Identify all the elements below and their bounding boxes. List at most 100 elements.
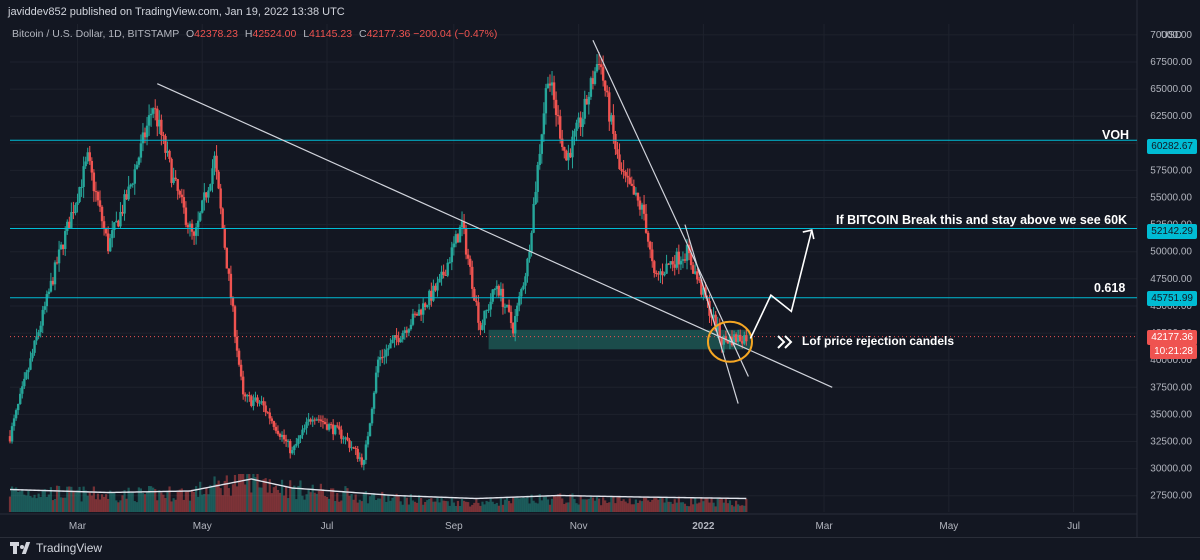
volume-bar: [704, 497, 707, 512]
volume-bar: [724, 497, 727, 512]
volume-bar: [340, 500, 343, 512]
tradingview-logo[interactable]: TradingView: [10, 541, 102, 555]
candle-body: [559, 116, 562, 139]
candle-body: [581, 118, 584, 128]
volume-bar: [448, 505, 451, 512]
volume-bar: [440, 497, 443, 512]
volume-bar: [450, 497, 453, 512]
candle-body: [123, 194, 126, 214]
volume-bar: [98, 499, 102, 512]
volume-bar: [479, 505, 482, 512]
symbol-name[interactable]: Bitcoin / U.S. Dollar, 1D, BITSTAMP: [12, 28, 180, 40]
volume-bar: [444, 500, 447, 512]
candle-body: [184, 207, 188, 225]
high-value: 42524.00: [252, 28, 297, 40]
volume-bar: [88, 492, 91, 512]
candle-body: [448, 262, 451, 264]
volume-bar: [205, 487, 208, 512]
candle-body: [217, 171, 220, 189]
volume-bar: [295, 499, 298, 512]
candle-body: [442, 271, 445, 275]
candle-body: [160, 119, 163, 135]
rejection-annotation: Lof price rejection candels: [802, 334, 955, 348]
candle-body: [352, 447, 355, 449]
volume-bar: [287, 498, 290, 512]
candle-body: [80, 186, 83, 188]
volume-bar: [387, 495, 390, 512]
candle-body: [305, 421, 308, 429]
volume-bar: [737, 504, 740, 512]
candle-body: [41, 309, 44, 326]
volume-bar: [90, 495, 93, 512]
candle-body: [82, 166, 85, 187]
candle-body: [669, 261, 672, 265]
volume-bar: [383, 495, 386, 512]
candle-body: [25, 372, 28, 379]
candle-body: [712, 314, 715, 318]
candle-body: [520, 289, 523, 297]
candle-body: [663, 273, 666, 276]
volume-bar: [207, 494, 210, 512]
volume-bar: [92, 486, 95, 512]
volume-bar: [272, 487, 275, 512]
volume-bar: [147, 486, 151, 512]
volume-bar: [690, 497, 693, 512]
volume-bar: [141, 492, 145, 512]
candle-body: [714, 314, 717, 331]
candle-body: [203, 192, 206, 201]
volume-bar: [501, 504, 505, 512]
volume-bar: [597, 498, 601, 512]
volume-bar: [491, 501, 494, 512]
volume-bar: [299, 480, 302, 512]
volume-bar: [96, 493, 100, 512]
volume-bar: [593, 500, 597, 512]
volume-bar: [706, 497, 709, 512]
candle-body: [276, 430, 280, 434]
volume-bar: [677, 496, 680, 512]
volume-bar: [315, 493, 318, 512]
volume-bar: [154, 489, 157, 512]
volume-bar: [231, 484, 235, 512]
volume-bar: [430, 498, 433, 512]
volume-bar: [174, 499, 177, 512]
candle-body: [225, 247, 229, 269]
candle-body: [317, 419, 321, 421]
candle-body: [282, 434, 286, 440]
volume-bar: [722, 502, 725, 512]
volume-bar: [47, 494, 50, 512]
candle-body: [90, 160, 94, 173]
candle-body: [61, 244, 65, 249]
candle-body: [421, 303, 425, 315]
y-tick-label: 32500.00: [1150, 437, 1192, 448]
volume-bar: [557, 494, 560, 512]
volume-bar: [536, 503, 539, 512]
x-tick-label: Jul: [321, 521, 334, 532]
volume-bar: [266, 492, 269, 512]
volume-bar: [370, 494, 374, 512]
volume-bar: [211, 487, 214, 512]
candle-body: [550, 82, 554, 86]
volume-bar: [45, 496, 48, 512]
volume-bar: [409, 494, 412, 512]
candle-body: [219, 188, 222, 209]
candle-body: [511, 322, 515, 334]
volume-bar: [186, 490, 190, 512]
y-tick-label: 35000.00: [1150, 409, 1192, 420]
candle-body: [710, 315, 713, 318]
candle-body: [98, 200, 102, 207]
volume-bar: [487, 501, 490, 512]
volume-bar: [78, 486, 81, 512]
volume-bar: [201, 494, 204, 512]
x-tick-label: 2022: [692, 521, 715, 532]
y-tick-label: 27500.00: [1150, 491, 1192, 502]
candle-body: [415, 313, 419, 316]
x-tick-label: Mar: [815, 521, 833, 532]
volume-bar: [579, 495, 582, 512]
candle-body: [374, 372, 378, 393]
candle-body: [397, 337, 400, 343]
candle-body: [673, 264, 676, 268]
volume-bar: [743, 505, 746, 512]
volume-bar: [403, 495, 406, 512]
volume-bar: [534, 502, 537, 512]
